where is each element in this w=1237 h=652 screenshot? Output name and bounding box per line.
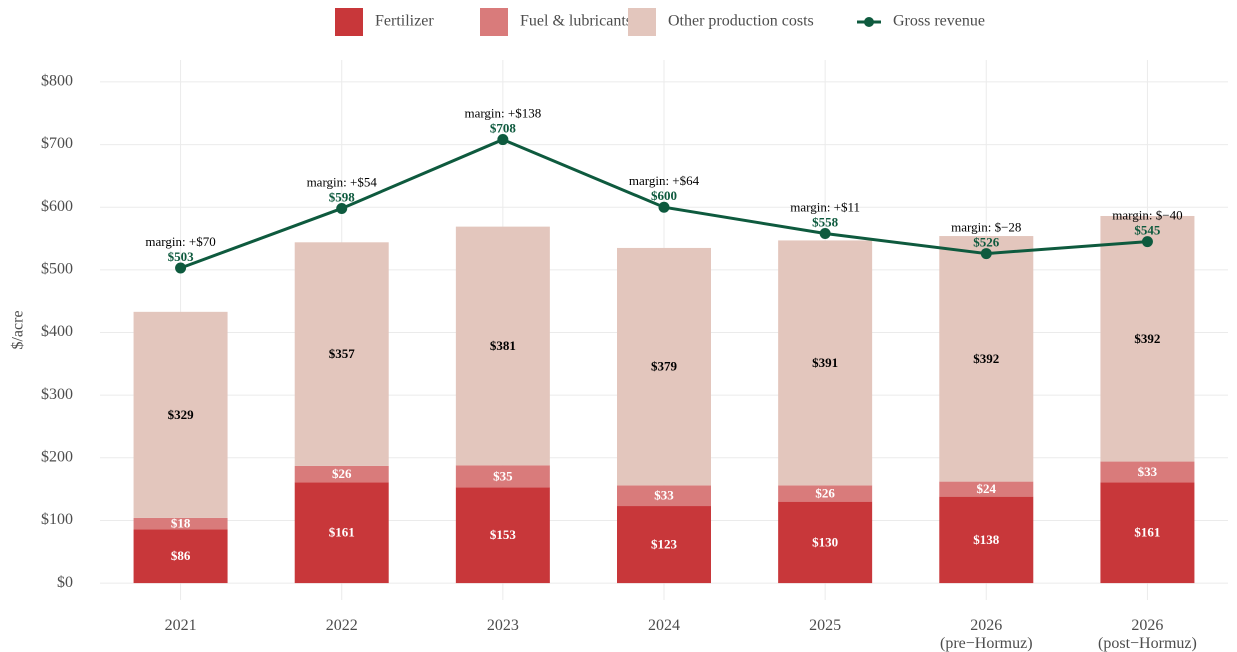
point-label: $558 [812, 215, 839, 230]
bar-label: $381 [490, 338, 516, 353]
x-tick-line: 2026 [970, 617, 1002, 634]
y-tick-label: $500 [41, 261, 73, 278]
bar-label: $161 [329, 525, 355, 540]
bar [294, 465, 389, 483]
legend-swatch [335, 8, 363, 36]
point-label: $545 [1134, 223, 1161, 238]
bar [617, 247, 711, 486]
margin-annotation: margin: +$64 [629, 173, 700, 188]
bar-label: $33 [1138, 464, 1158, 479]
margin-annotation: margin: $−40 [1112, 208, 1182, 223]
bar-label: $391 [812, 355, 838, 370]
x-tick-label: 2024 [648, 617, 680, 634]
bar [1100, 215, 1195, 462]
bar [778, 501, 873, 584]
x-tick-line: 2026 [1131, 617, 1163, 634]
bar [939, 481, 1034, 497]
bar [617, 506, 711, 584]
bar-label: $379 [651, 359, 678, 374]
bar-label: $26 [815, 485, 835, 500]
x-tick-line: 2022 [326, 617, 358, 634]
bar-label: $130 [812, 534, 838, 549]
legend-marker [864, 17, 874, 27]
x-tick-line: 2024 [648, 617, 680, 634]
x-tick-label: 2026 (pre−Hormuz) [940, 617, 1033, 652]
bar [1100, 461, 1195, 483]
point [819, 228, 831, 240]
bar [294, 482, 389, 584]
margin-annotation: margin: +$54 [307, 174, 378, 189]
bar [939, 496, 1034, 584]
bar-label: $138 [973, 532, 1000, 547]
bar [1100, 482, 1195, 584]
point [980, 248, 992, 260]
y-tick-label: $200 [41, 448, 73, 465]
point-label: $598 [329, 189, 356, 204]
bar [617, 485, 711, 507]
legend-label: Gross revenue [893, 13, 985, 30]
point-label: $708 [490, 121, 517, 136]
bar-label: $35 [493, 468, 513, 483]
bar [778, 485, 873, 502]
margin-annotation: margin: +$138 [464, 106, 541, 121]
x-tick-line: 2025 [809, 617, 841, 634]
y-tick-label: $400 [41, 323, 73, 340]
bar-label: $18 [171, 516, 191, 531]
legend-label: Fertilizer [375, 13, 434, 30]
bar-label: $123 [651, 537, 678, 552]
margin-annotation: margin: +$70 [145, 234, 215, 249]
x-tick-label: 2021 [165, 617, 197, 634]
legend-label: Fuel & lubricants [520, 13, 632, 30]
point-label: $526 [973, 235, 1000, 250]
margin-annotation: margin: $−28 [951, 220, 1021, 235]
legend-swatch [628, 8, 656, 36]
bar [294, 242, 389, 466]
bar [133, 529, 228, 584]
bar-label: $392 [973, 351, 999, 366]
bar-label: $153 [490, 527, 517, 542]
margin-annotation: margin: +$11 [790, 200, 860, 215]
bar-label: $161 [1134, 525, 1160, 540]
point [175, 262, 187, 274]
y-tick-label: $700 [41, 135, 73, 152]
bar [133, 517, 228, 530]
y-tick-label: $300 [41, 386, 73, 403]
bar-label: $329 [168, 407, 195, 422]
x-tick-label: 2026 (post−Hormuz) [1098, 617, 1197, 652]
bar [133, 311, 228, 518]
bar [778, 240, 873, 486]
point [336, 202, 348, 214]
legend-swatch [480, 8, 508, 36]
bar-label: $86 [171, 548, 191, 563]
x-tick-label: 2025 [809, 617, 841, 634]
x-tick-line: (pre−Hormuz) [940, 635, 1033, 652]
y-tick-label: $0 [57, 574, 73, 591]
x-tick-label: 2023 [487, 617, 519, 634]
point [1141, 236, 1153, 248]
point [497, 134, 509, 146]
point [658, 201, 670, 213]
x-tick-label: 2022 [326, 617, 358, 634]
bar [455, 465, 550, 488]
bar [939, 236, 1034, 482]
point-label: $600 [651, 188, 677, 203]
y-tick-label: $100 [41, 511, 73, 528]
bar [455, 487, 550, 584]
x-tick-line: (post−Hormuz) [1098, 635, 1197, 652]
bar-label: $357 [329, 346, 356, 361]
x-tick-line: 2021 [165, 617, 197, 634]
bar-label: $33 [654, 488, 674, 503]
point-label: $503 [168, 249, 195, 264]
legend-label: Other production costs [668, 13, 814, 30]
bar-label: $24 [977, 481, 997, 496]
bar [455, 226, 550, 466]
x-tick-line: 2023 [487, 617, 519, 634]
bar-label: $392 [1134, 331, 1160, 346]
y-tick-label: $600 [41, 198, 73, 215]
bar-label: $26 [332, 466, 352, 481]
y-axis-label: $/acre [10, 310, 27, 349]
y-tick-label: $800 [41, 73, 73, 90]
